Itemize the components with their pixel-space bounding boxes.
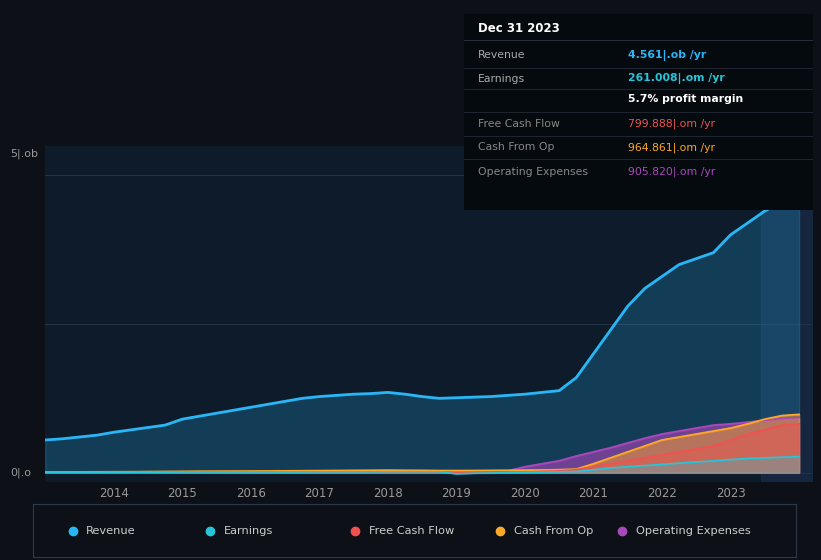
Text: 5.7% profit margin: 5.7% profit margin xyxy=(628,94,743,104)
Text: Free Cash Flow: Free Cash Flow xyxy=(478,119,560,129)
Text: Earnings: Earnings xyxy=(478,74,525,83)
Text: Dec 31 2023: Dec 31 2023 xyxy=(478,22,560,35)
Text: 905.820|.om /yr: 905.820|.om /yr xyxy=(628,166,715,177)
Text: Operating Expenses: Operating Expenses xyxy=(478,167,588,177)
Text: Operating Expenses: Operating Expenses xyxy=(636,526,750,535)
Bar xyxy=(761,146,813,482)
Text: 5|.ob: 5|.ob xyxy=(11,149,39,159)
Text: Free Cash Flow: Free Cash Flow xyxy=(369,526,454,535)
Text: 799.888|.om /yr: 799.888|.om /yr xyxy=(628,119,715,129)
Text: 4.561|.ob /yr: 4.561|.ob /yr xyxy=(628,50,706,60)
Text: 261.008|.om /yr: 261.008|.om /yr xyxy=(628,73,725,84)
Text: Revenue: Revenue xyxy=(478,50,525,60)
Text: Cash From Op: Cash From Op xyxy=(478,142,554,152)
Text: Revenue: Revenue xyxy=(86,526,136,535)
Text: 0|.o: 0|.o xyxy=(11,468,32,478)
Text: Cash From Op: Cash From Op xyxy=(514,526,594,535)
Text: Earnings: Earnings xyxy=(224,526,273,535)
Text: 964.861|.om /yr: 964.861|.om /yr xyxy=(628,142,715,152)
